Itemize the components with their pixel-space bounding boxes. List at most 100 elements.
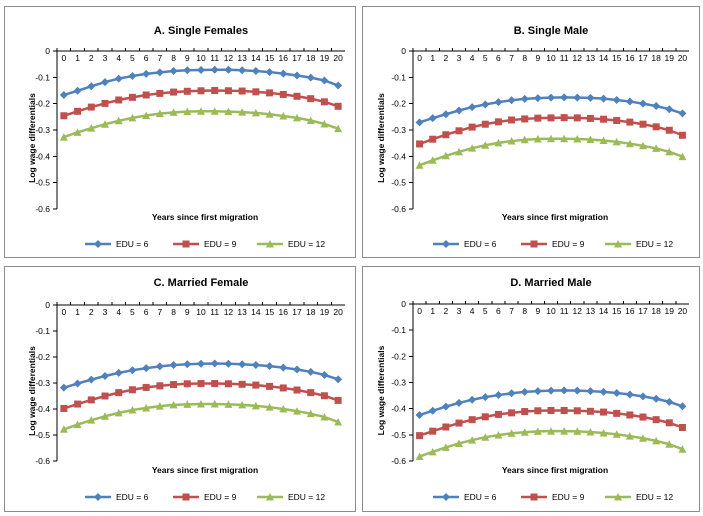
legend: EDU = 6 EDU = 9 EDU = 12 xyxy=(433,492,673,502)
data-point-diamond-marker xyxy=(468,395,477,404)
data-point-square-marker xyxy=(183,380,191,388)
data-point-diamond-marker xyxy=(428,406,437,415)
x-tick-label: 16 xyxy=(279,53,289,63)
x-tick-label: 15 xyxy=(265,53,275,63)
data-point-triangle-marker xyxy=(87,124,96,132)
data-point-square-marker xyxy=(665,126,673,134)
x-tick-label: 0 xyxy=(417,306,422,316)
data-point-diamond-marker xyxy=(586,387,595,396)
data-point-diamond-marker xyxy=(455,398,463,407)
x-tick-label: 4 xyxy=(470,306,475,316)
data-point-square-marker xyxy=(320,392,328,400)
y-tick-label: -0.6 xyxy=(391,456,406,466)
data-point-triangle-marker xyxy=(101,120,109,128)
data-point-square-marker xyxy=(115,389,123,397)
data-point-square-marker xyxy=(508,116,516,124)
data-point-diamond-marker xyxy=(507,96,516,105)
x-tick-label: 3 xyxy=(457,306,462,316)
data-point-triangle-marker xyxy=(415,452,424,461)
data-point-square-marker xyxy=(334,396,342,404)
series-3-group xyxy=(59,400,343,433)
diamond-icon xyxy=(442,240,450,248)
data-point-square-marker xyxy=(534,114,542,122)
data-point-diamond-marker xyxy=(251,361,260,370)
data-point-diamond-marker xyxy=(468,103,477,112)
data-point-triangle-marker xyxy=(142,403,151,412)
data-point-diamond-marker xyxy=(197,359,205,368)
data-point-square-marker xyxy=(142,383,150,391)
square-icon xyxy=(530,493,538,501)
data-point-diamond-marker xyxy=(320,370,329,379)
data-point-square-marker xyxy=(626,411,634,419)
legend-label: EDU = 9 xyxy=(204,492,237,502)
data-point-square-marker xyxy=(468,123,476,131)
chart-svg: B. Single Male 0 -0.1 -0.2 -0.3 -0.4 -0.5 -0.6 0… xyxy=(376,25,689,249)
data-point-square-marker xyxy=(600,115,608,123)
data-point-triangle-marker xyxy=(533,427,542,435)
data-point-square-marker xyxy=(279,90,287,98)
x-tick-label: 19 xyxy=(320,53,330,63)
x-tick-label: 0 xyxy=(417,53,422,63)
x-tick-label: 3 xyxy=(103,307,108,317)
data-point-square-marker xyxy=(600,408,608,416)
legend-label: EDU = 12 xyxy=(288,492,325,502)
data-point-diamond-marker xyxy=(128,366,137,375)
data-point-triangle-marker xyxy=(533,134,542,143)
data-point-square-marker xyxy=(652,123,660,131)
x-tick-label: 4 xyxy=(470,53,475,63)
y-tick-label: -0.2 xyxy=(391,99,406,109)
x-tick-label: 3 xyxy=(457,53,462,63)
data-point-triangle-marker xyxy=(59,133,68,141)
data-point-triangle-marker xyxy=(599,136,608,145)
data-point-triangle-marker xyxy=(639,434,647,442)
x-axis-label: Years since first migration xyxy=(502,212,608,222)
data-point-square-marker xyxy=(481,120,489,128)
data-point-square-marker xyxy=(115,96,123,104)
data-point-triangle-marker xyxy=(573,427,582,435)
chart-panel-single-male: B. Single Male 0 -0.1 -0.2 -0.3 -0.4 -0.5 -0.6 0… xyxy=(362,6,700,258)
data-point-triangle-marker xyxy=(128,113,137,122)
data-point-diamond-marker xyxy=(560,386,569,395)
x-tick-label: 5 xyxy=(483,53,488,63)
data-point-square-marker xyxy=(429,427,437,435)
x-tick-label: 13 xyxy=(586,53,596,63)
data-point-square-marker xyxy=(170,88,178,96)
data-point-triangle-marker xyxy=(101,412,109,420)
data-point-square-marker xyxy=(60,112,68,120)
chart-svg: A. Single Females 0 -0.1 -0.2 -0.3 -0.4 -0.5 -0… xyxy=(27,25,345,249)
data-point-diamond-marker xyxy=(573,93,582,102)
data-point-triangle-marker xyxy=(652,144,661,152)
data-point-diamond-marker xyxy=(639,99,647,108)
data-point-diamond-marker xyxy=(265,68,274,77)
data-point-triangle-marker xyxy=(197,400,205,408)
data-point-diamond-marker xyxy=(238,360,247,369)
series-3-group xyxy=(415,427,687,461)
y-tick-label: -0.6 xyxy=(391,204,406,214)
data-point-triangle-marker xyxy=(251,401,260,410)
x-tick-label: 2 xyxy=(89,307,94,317)
chart-title: A. Single Females xyxy=(154,25,248,37)
data-point-square-marker xyxy=(238,380,246,388)
data-point-triangle-marker xyxy=(586,135,595,143)
data-point-diamond-marker xyxy=(142,364,151,373)
data-point-square-marker xyxy=(307,389,315,397)
data-point-triangle-marker xyxy=(678,152,687,161)
data-point-square-marker xyxy=(74,400,82,408)
data-point-triangle-marker xyxy=(441,151,450,160)
data-point-square-marker xyxy=(252,88,260,96)
y-tick-label: 0 xyxy=(401,299,406,309)
y-axis-label: Log wage differentials xyxy=(376,93,386,183)
data-point-diamond-marker xyxy=(612,388,621,397)
x-tick-label: 8 xyxy=(171,307,176,317)
data-point-triangle-marker xyxy=(155,402,164,410)
data-point-triangle-marker xyxy=(169,108,178,116)
x-tick-label: 12 xyxy=(224,53,234,63)
data-point-square-marker xyxy=(279,384,287,392)
x-tick-label: 5 xyxy=(483,306,488,316)
data-point-triangle-marker xyxy=(128,406,137,414)
data-point-triangle-marker xyxy=(279,112,288,120)
x-tick-label: 13 xyxy=(586,306,596,316)
data-point-square-marker xyxy=(560,406,568,414)
data-point-triangle-marker xyxy=(573,134,582,143)
legend-label: EDU = 12 xyxy=(636,492,673,502)
